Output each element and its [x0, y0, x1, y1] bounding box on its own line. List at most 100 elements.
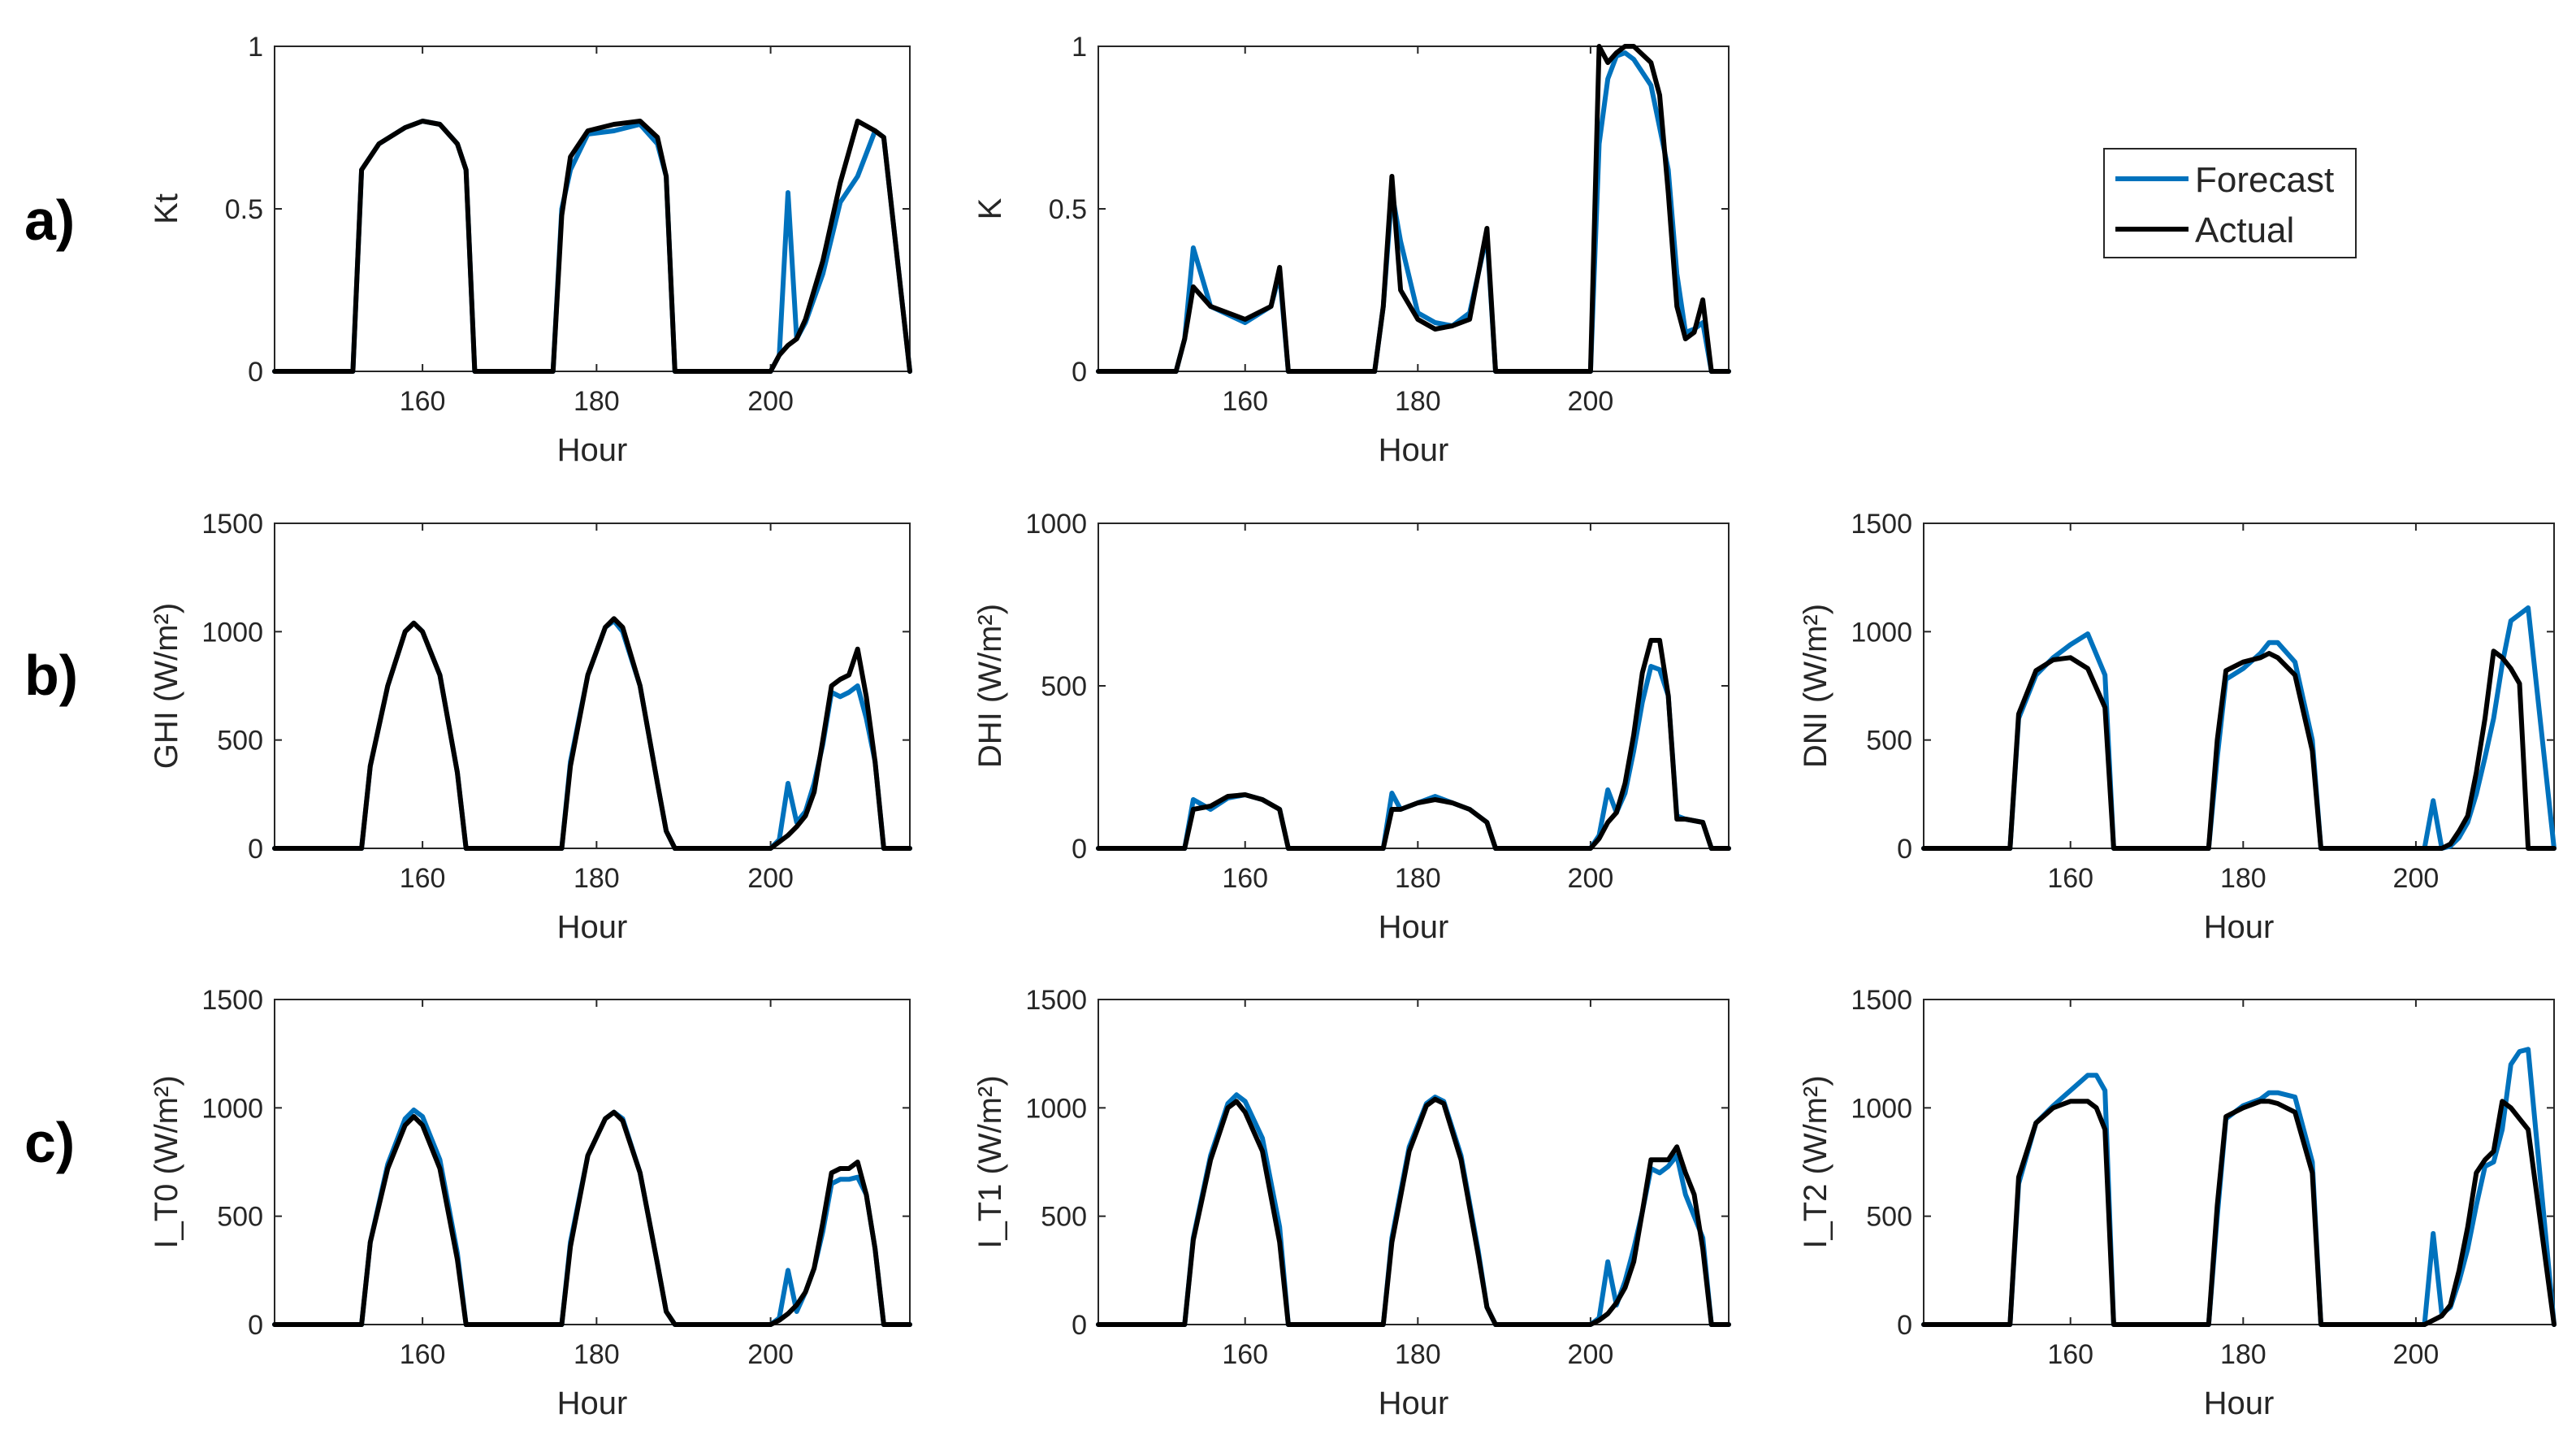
y-axis-label: I_T1 (W/m²) [972, 1075, 1008, 1248]
x-tick-label: 180 [1395, 1339, 1441, 1370]
series-line-actual [1096, 638, 1731, 851]
y-tick-label: 0 [1897, 834, 1912, 865]
panel-ghi: 160 180 200 0 500 1000 1500 Hour GHI (W/m²) [149, 509, 912, 945]
x-tick-label: 160 [400, 863, 446, 894]
row-label-b: b) [24, 644, 78, 707]
y-tick-label: 0 [1897, 1310, 1912, 1341]
y-tick-label: 0.5 [1049, 194, 1087, 225]
y-tick-label: 500 [1866, 726, 1912, 757]
y-tick-label: 1000 [1025, 509, 1087, 540]
series-line-actual [272, 1109, 912, 1327]
row-label-a: a) [24, 189, 75, 252]
y-tick-label: 1500 [201, 509, 263, 540]
plot-area-ghi [274, 523, 911, 849]
y-tick-label: 1000 [201, 1093, 263, 1124]
y-axis-label: DNI (W/m²) [1798, 604, 1834, 768]
series-line-actual [1921, 1099, 2557, 1327]
y-tick-label: 1000 [1851, 1093, 1912, 1124]
plot-area-dni [1923, 523, 2555, 849]
x-axis-label: Hour [557, 909, 628, 945]
panel-k: 160 180 200 0 0.5 1 Hour K [972, 32, 1731, 468]
y-tick-label: 500 [1866, 1202, 1912, 1233]
panel-dni: 160 180 200 0 500 1000 1500 Hour DNI (W/m²) [1798, 509, 2557, 945]
panel-dhi: 160 180 200 0 500 1000 Hour DHI (W/m²) [972, 509, 1731, 945]
y-tick-label: 1500 [1851, 985, 1912, 1016]
y-tick-label: 0 [1072, 357, 1087, 388]
plot-area-dhi [1098, 523, 1730, 849]
y-axis-label: GHI (W/m²) [149, 603, 184, 769]
y-axis-label: K [972, 197, 1008, 219]
y-tick-label: 1 [248, 32, 263, 63]
x-tick-label: 160 [1222, 1339, 1268, 1370]
x-tick-label: 180 [2220, 1339, 2266, 1370]
y-tick-label: 1500 [1851, 509, 1912, 540]
series-line-forecast [1921, 1047, 2557, 1327]
x-tick-label: 200 [1568, 863, 1614, 894]
y-tick-label: 0.5 [225, 194, 263, 225]
y-tick-label: 1500 [201, 985, 263, 1016]
y-axis-label: I_T2 (W/m²) [1798, 1075, 1834, 1248]
x-tick-label: 160 [2047, 863, 2093, 894]
x-tick-label: 200 [2393, 1339, 2440, 1370]
row-label-c: c) [24, 1111, 75, 1174]
series-line-actual [1096, 44, 1731, 374]
y-tick-label: 1 [1072, 32, 1087, 63]
y-tick-label: 500 [1041, 671, 1087, 702]
y-tick-label: 500 [217, 726, 263, 757]
panel-it0: 160 180 200 0 500 1000 1500 Hour I_T0 (W/m²) [149, 985, 912, 1421]
x-tick-label: 160 [400, 1339, 446, 1370]
plot-area-k [1098, 46, 1730, 372]
series-line-actual [1096, 1096, 1731, 1327]
x-tick-label: 180 [1395, 386, 1441, 417]
y-axis-label: I_T0 (W/m²) [149, 1075, 184, 1248]
x-tick-label: 160 [400, 386, 446, 417]
y-tick-label: 500 [217, 1202, 263, 1233]
y-tick-label: 0 [1072, 1310, 1087, 1341]
y-tick-label: 1000 [1851, 617, 1912, 648]
plot-area-it0 [274, 999, 911, 1325]
x-tick-label: 200 [1568, 1339, 1614, 1370]
x-tick-label: 200 [1568, 386, 1614, 417]
y-tick-label: 1000 [1025, 1093, 1087, 1124]
legend: Forecast Actual [2103, 148, 2357, 258]
plot-area-kt [274, 46, 911, 372]
x-tick-label: 180 [2220, 863, 2266, 894]
plot-area-it1 [1098, 999, 1730, 1325]
x-axis-label: Hour [1379, 432, 1449, 468]
x-tick-label: 180 [574, 1339, 620, 1370]
x-tick-label: 180 [1395, 863, 1441, 894]
y-tick-label: 1500 [1025, 985, 1087, 1016]
plot-area-it2 [1923, 999, 2555, 1325]
x-axis-label: Hour [2204, 909, 2275, 945]
series-line-actual [1921, 648, 2557, 851]
x-tick-label: 200 [747, 386, 794, 417]
y-tick-label: 0 [248, 834, 263, 865]
panel-it1: 160 180 200 0 500 1000 1500 Hour I_T1 (W/m²) [972, 985, 1731, 1421]
x-tick-label: 200 [2393, 863, 2440, 894]
y-axis-label: Kt [149, 193, 184, 224]
x-tick-label: 160 [2047, 1339, 2093, 1370]
y-tick-label: 0 [1072, 834, 1087, 865]
x-tick-label: 180 [574, 863, 620, 894]
series-line-actual [272, 616, 912, 851]
legend-label-forecast: Forecast [2195, 160, 2334, 200]
x-axis-label: Hour [2204, 1385, 2275, 1421]
y-axis-label: DHI (W/m²) [972, 604, 1008, 768]
x-tick-label: 180 [574, 386, 620, 417]
panel-it2: 160 180 200 0 500 1000 1500 Hour I_T2 (W/m²) [1798, 985, 2557, 1421]
legend-label-actual: Actual [2195, 210, 2294, 250]
y-tick-label: 500 [1041, 1202, 1087, 1233]
x-axis-label: Hour [1379, 909, 1449, 945]
x-tick-label: 160 [1222, 386, 1268, 417]
panel-kt: 160 180 200 0 0.5 1 Hour Kt [149, 32, 912, 468]
x-axis-label: Hour [557, 1385, 628, 1421]
y-tick-label: 1000 [201, 617, 263, 648]
legend-box [2103, 148, 2357, 258]
x-axis-label: Hour [557, 432, 628, 468]
x-tick-label: 200 [747, 1339, 794, 1370]
x-tick-label: 160 [1222, 863, 1268, 894]
series-line-forecast [1921, 605, 2557, 851]
x-axis-label: Hour [1379, 1385, 1449, 1421]
y-tick-label: 0 [248, 357, 263, 388]
